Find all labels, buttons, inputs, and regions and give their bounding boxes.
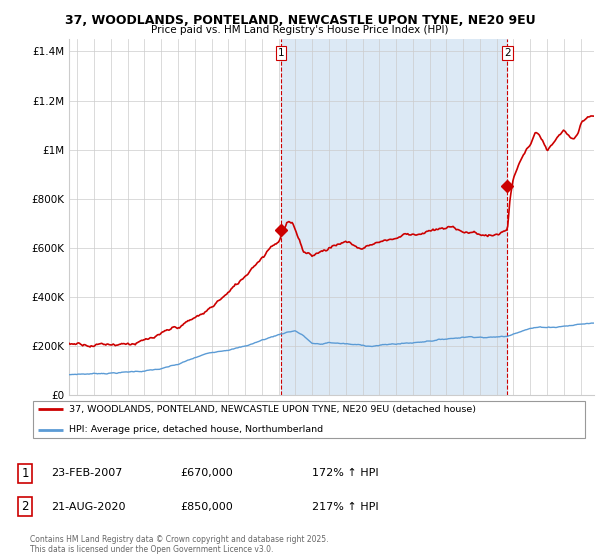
Text: 37, WOODLANDS, PONTELAND, NEWCASTLE UPON TYNE, NE20 9EU (detached house): 37, WOODLANDS, PONTELAND, NEWCASTLE UPON… [69, 405, 476, 414]
Text: 37, WOODLANDS, PONTELAND, NEWCASTLE UPON TYNE, NE20 9EU: 37, WOODLANDS, PONTELAND, NEWCASTLE UPON… [65, 14, 535, 27]
Text: Price paid vs. HM Land Registry's House Price Index (HPI): Price paid vs. HM Land Registry's House … [151, 25, 449, 35]
Text: £670,000: £670,000 [180, 468, 233, 478]
FancyBboxPatch shape [33, 402, 585, 437]
Text: 1: 1 [278, 46, 284, 57]
Text: 172% ↑ HPI: 172% ↑ HPI [312, 468, 379, 478]
Text: 2: 2 [504, 46, 511, 57]
Text: 1: 1 [278, 48, 284, 58]
Text: 23-FEB-2007: 23-FEB-2007 [51, 468, 122, 478]
Text: 2: 2 [22, 500, 29, 514]
Bar [281, 39, 508, 395]
Text: Contains HM Land Registry data © Crown copyright and database right 2025.
This d: Contains HM Land Registry data © Crown c… [30, 535, 329, 554]
Text: HPI: Average price, detached house, Northumberland: HPI: Average price, detached house, Nort… [69, 425, 323, 434]
Text: 2: 2 [504, 48, 511, 58]
Text: 21-AUG-2020: 21-AUG-2020 [51, 502, 125, 512]
Text: 1: 1 [22, 466, 29, 480]
Text: 217% ↑ HPI: 217% ↑ HPI [312, 502, 379, 512]
Text: £850,000: £850,000 [180, 502, 233, 512]
